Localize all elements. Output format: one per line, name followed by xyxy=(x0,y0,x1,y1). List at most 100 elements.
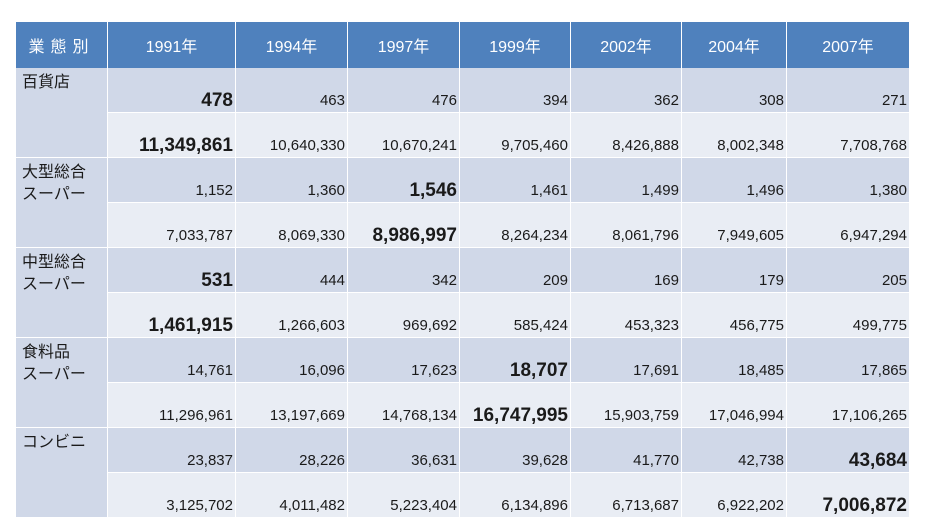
sales-value-cell: 7,033,787 xyxy=(108,203,236,248)
store-count-cell: 23,837 xyxy=(108,428,236,473)
store-count-cell: 1,496 xyxy=(682,158,787,203)
store-count-cell: 18,485 xyxy=(682,338,787,383)
sales-value-cell: 15,903,759 xyxy=(571,383,682,428)
sales-value-cell: 4,011,482 xyxy=(236,473,348,518)
store-count-cell: 28,226 xyxy=(236,428,348,473)
store-count-cell: 476 xyxy=(348,68,460,113)
store-count-cell: 444 xyxy=(236,248,348,293)
sales-value-cell: 16,747,995 xyxy=(460,383,571,428)
sales-value-cell: 8,061,796 xyxy=(571,203,682,248)
store-count-cell: 179 xyxy=(682,248,787,293)
sales-value-cell: 1,461,915 xyxy=(108,293,236,338)
store-count-cell: 1,499 xyxy=(571,158,682,203)
sales-value-cell: 11,296,961 xyxy=(108,383,236,428)
store-count-cell: 1,380 xyxy=(787,158,909,203)
store-count-cell: 169 xyxy=(571,248,682,293)
sales-value-cell: 7,949,605 xyxy=(682,203,787,248)
table-row: 7,033,787 8,069,330 8,986,997 8,264,234 8,06… xyxy=(16,203,909,248)
table-row: 11,349,861 10,640,330 10,670,241 9,705,460 8… xyxy=(16,113,909,158)
sales-value-cell: 8,264,234 xyxy=(460,203,571,248)
category-label: 中型総合 xyxy=(22,254,87,271)
store-count-cell: 394 xyxy=(460,68,571,113)
store-count-cell: 342 xyxy=(348,248,460,293)
table-row: 食料品 スーパー 14,761 16,096 17,623 18,707 17,691 18,… xyxy=(16,338,909,428)
table-row: 百貨店 478 463 476 394 362 308 271 xyxy=(16,68,909,158)
store-count-cell: 17,865 xyxy=(787,338,909,383)
category-label: スーパー xyxy=(22,276,86,293)
store-count-cell: 209 xyxy=(460,248,571,293)
sales-value-cell: 14,768,134 xyxy=(348,383,460,428)
store-count-cell: 205 xyxy=(787,248,909,293)
category-cell: 中型総合 スーパー xyxy=(16,248,108,338)
store-count-cell: 1,360 xyxy=(236,158,348,203)
sales-value-cell: 9,705,460 xyxy=(460,113,571,158)
sales-value-cell: 456,775 xyxy=(682,293,787,338)
sales-value-cell: 17,106,265 xyxy=(787,383,909,428)
sales-value-cell: 7,708,768 xyxy=(787,113,909,158)
store-count-cell: 271 xyxy=(787,68,909,113)
store-count-cell: 478 xyxy=(108,68,236,113)
sales-value-cell: 6,947,294 xyxy=(787,203,909,248)
table-row: コンビニ 23,837 28,226 36,631 39,628 41,770 42,738… xyxy=(16,428,909,518)
table-row: 1,461,915 1,266,603 969,692 585,424 453,323 4… xyxy=(16,293,909,338)
year-header: 1997年 xyxy=(348,22,460,68)
store-count-cell: 463 xyxy=(236,68,348,113)
sales-value-cell: 585,424 xyxy=(460,293,571,338)
sales-value-cell: 13,197,669 xyxy=(236,383,348,428)
sales-value-cell: 453,323 xyxy=(571,293,682,338)
store-count-cell: 41,770 xyxy=(571,428,682,473)
category-cell: コンビニ xyxy=(16,428,108,518)
store-count-cell: 43,684 xyxy=(787,428,909,473)
year-header: 2007年 xyxy=(787,22,909,68)
sales-value-cell: 8,069,330 xyxy=(236,203,348,248)
sales-value-cell: 10,640,330 xyxy=(236,113,348,158)
year-header: 1991年 xyxy=(108,22,236,68)
category-cell: 大型総合 スーパー xyxy=(16,158,108,248)
store-count-cell: 39,628 xyxy=(460,428,571,473)
table-row: 中型総合 スーパー 531 444 342 209 169 179 205 xyxy=(16,248,909,338)
store-count-cell: 14,761 xyxy=(108,338,236,383)
sales-value-cell: 8,002,348 xyxy=(682,113,787,158)
store-count-cell: 17,691 xyxy=(571,338,682,383)
sales-value-cell: 11,349,861 xyxy=(108,113,236,158)
store-count-cell: 18,707 xyxy=(460,338,571,383)
store-count-cell: 308 xyxy=(682,68,787,113)
store-count-cell: 36,631 xyxy=(348,428,460,473)
year-header: 1999年 xyxy=(460,22,571,68)
sales-value-cell: 3,125,702 xyxy=(108,473,236,518)
table-body: 百貨店 478 463 476 394 362 308 271 11,349,861 10,640… xyxy=(16,68,909,518)
sales-value-cell: 6,922,202 xyxy=(682,473,787,518)
category-label: スーパー xyxy=(22,366,86,383)
category-label: スーパー xyxy=(22,186,86,203)
table-row: 11,296,961 13,197,669 14,768,134 16,747,995… xyxy=(16,383,909,428)
sales-value-cell: 17,046,994 xyxy=(682,383,787,428)
store-count-cell: 1,546 xyxy=(348,158,460,203)
store-count-cell: 1,461 xyxy=(460,158,571,203)
year-header: 2004年 xyxy=(682,22,787,68)
sales-value-cell: 6,713,687 xyxy=(571,473,682,518)
retail-statistics-table: 業態別 1991年 1994年 1997年 1999年 2002年 2004年 … xyxy=(16,22,909,518)
store-count-cell: 42,738 xyxy=(682,428,787,473)
category-cell: 食料品 スーパー xyxy=(16,338,108,428)
category-label: 食料品 xyxy=(22,344,71,361)
sales-value-cell: 10,670,241 xyxy=(348,113,460,158)
sales-value-cell: 5,223,404 xyxy=(348,473,460,518)
store-count-cell: 531 xyxy=(108,248,236,293)
store-count-cell: 17,623 xyxy=(348,338,460,383)
store-count-cell: 16,096 xyxy=(236,338,348,383)
category-column-header: 業態別 xyxy=(16,22,108,68)
sales-value-cell: 6,134,896 xyxy=(460,473,571,518)
store-count-cell: 362 xyxy=(571,68,682,113)
header-row: 業態別 1991年 1994年 1997年 1999年 2002年 2004年 … xyxy=(16,22,909,68)
category-label: 百貨店 xyxy=(22,74,71,91)
category-label: 大型総合 xyxy=(22,164,87,181)
store-count-cell: 1,152 xyxy=(108,158,236,203)
sales-value-cell: 969,692 xyxy=(348,293,460,338)
year-header: 2002年 xyxy=(571,22,682,68)
sales-value-cell: 499,775 xyxy=(787,293,909,338)
category-label: コンビニ xyxy=(22,434,87,451)
sales-value-cell: 1,266,603 xyxy=(236,293,348,338)
category-cell: 百貨店 xyxy=(16,68,108,158)
sales-value-cell: 8,986,997 xyxy=(348,203,460,248)
table-row: 大型総合 スーパー 1,152 1,360 1,546 1,461 1,499 1,496 1,… xyxy=(16,158,909,248)
